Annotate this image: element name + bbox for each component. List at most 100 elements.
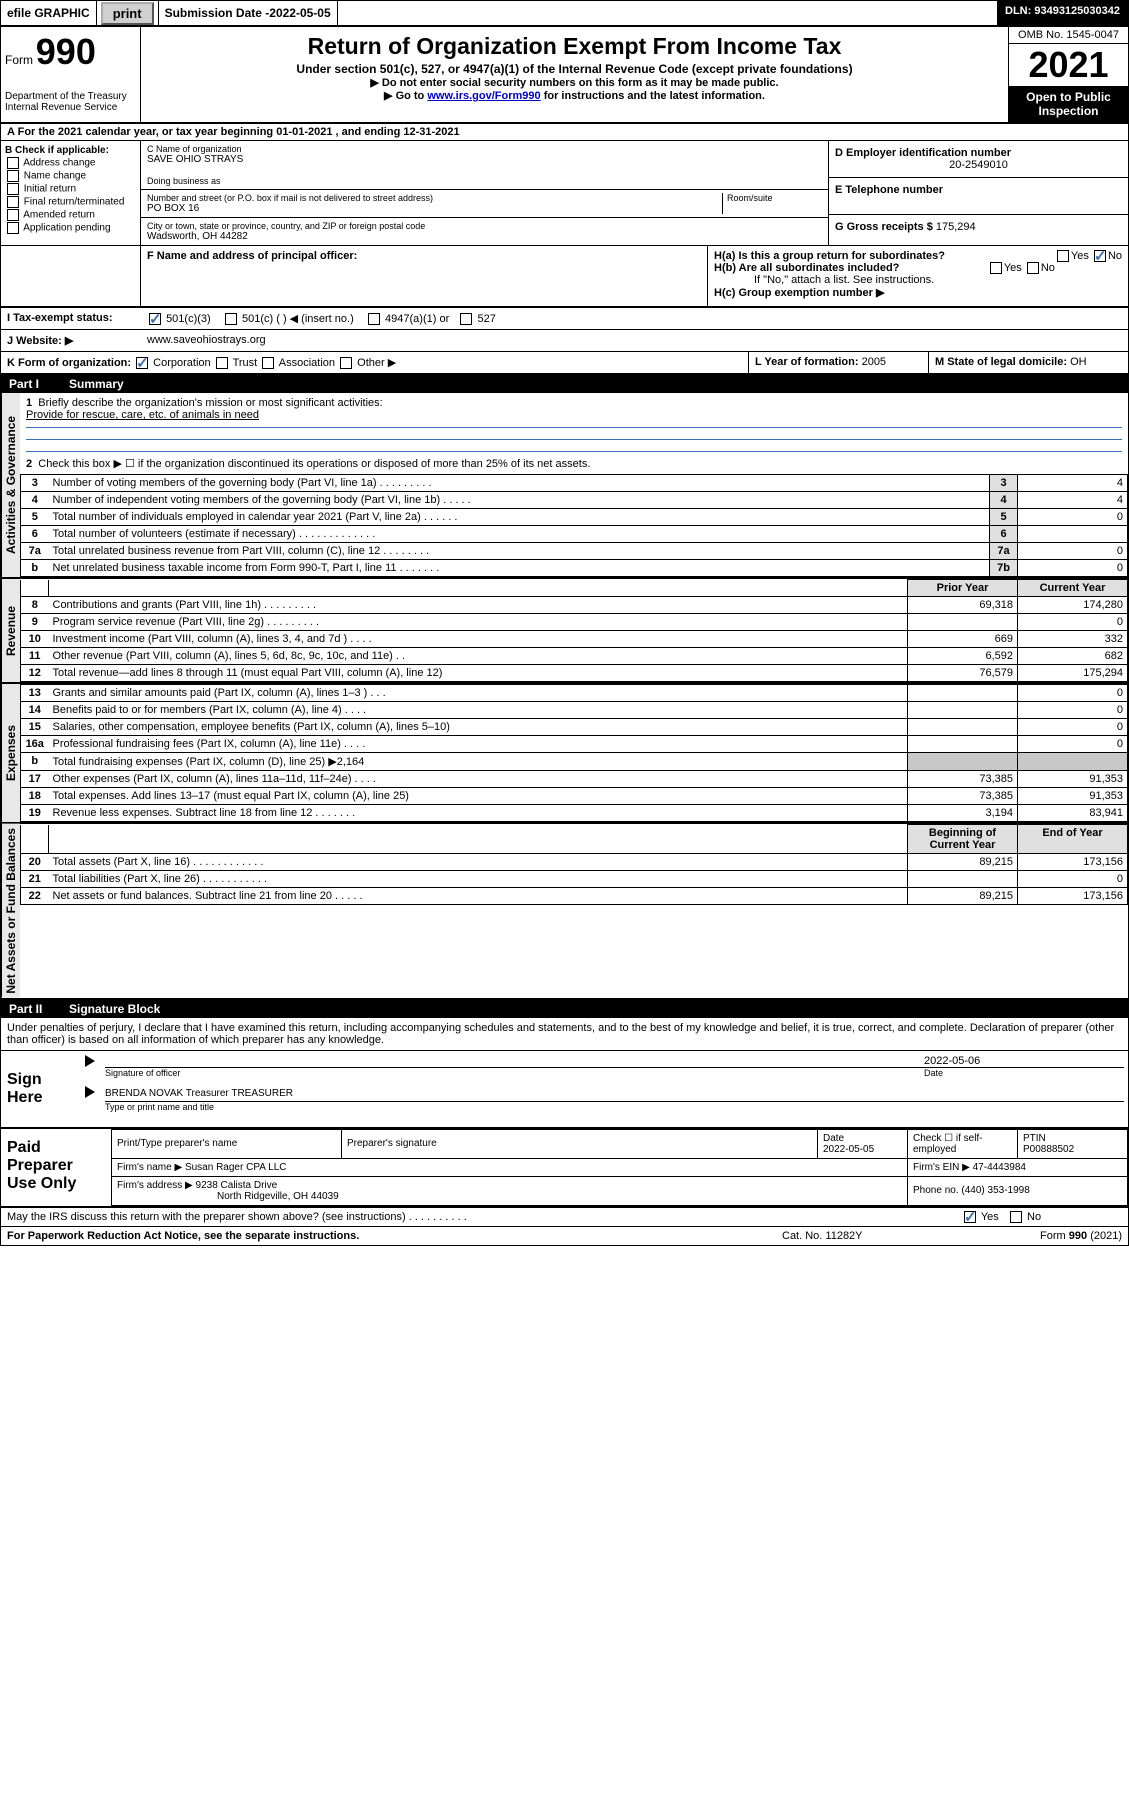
current-val: 174,280 xyxy=(1018,597,1128,614)
sign-here-block: Sign Here 2022-05-06 Signature of office… xyxy=(1,1051,1128,1129)
exp-table: 13 Grants and similar amounts paid (Part… xyxy=(20,684,1128,822)
line-desc: Total revenue—add lines 8 through 11 (mu… xyxy=(49,665,908,682)
line-desc: Total fundraising expenses (Part IX, col… xyxy=(49,753,908,771)
current-val: 0 xyxy=(1018,871,1128,888)
i-527-cb[interactable] xyxy=(460,313,472,325)
gross-receipts: 175,294 xyxy=(936,221,976,233)
part-1-header: Part I Summary xyxy=(1,375,1128,393)
k-trust-cb[interactable] xyxy=(216,357,228,369)
print-button[interactable]: print xyxy=(101,2,154,25)
discuss-no-cb[interactable] xyxy=(1010,1211,1022,1223)
current-val: 0 xyxy=(1018,736,1128,753)
website: www.saveohiostrays.org xyxy=(141,330,1128,351)
i-501c3-cb[interactable] xyxy=(149,313,161,325)
paid-h1: Print/Type preparer's name xyxy=(112,1129,342,1158)
line-box: 5 xyxy=(990,509,1018,526)
officer-name-label: Type or print name and title xyxy=(105,1102,1124,1112)
box-b-option[interactable]: Address change xyxy=(5,157,136,169)
firm-ein-l: Firm's EIN ▶ xyxy=(913,1162,970,1173)
line-desc: Other revenue (Part VIII, column (A), li… xyxy=(49,648,908,665)
line-no: 19 xyxy=(21,805,49,822)
box-b-option[interactable]: Amended return xyxy=(5,209,136,221)
subdate-label: Submission Date - xyxy=(165,6,270,20)
line-a-text: For the 2021 calendar year, or tax year … xyxy=(18,126,460,138)
box-b-option[interactable]: Name change xyxy=(5,170,136,182)
ein-value: 20-2549010 xyxy=(835,159,1122,171)
line-desc: Total unrelated business revenue from Pa… xyxy=(49,543,990,560)
line-no: 21 xyxy=(21,871,49,888)
name-label: C Name of organization xyxy=(147,144,822,154)
firm-name-l: Firm's name ▶ xyxy=(117,1162,182,1173)
form-header: Form 990 Department of the Treasury Inte… xyxy=(1,27,1128,124)
officer-name: BRENDA NOVAK Treasurer TREASURER xyxy=(105,1086,1124,1102)
prior-val: 89,215 xyxy=(908,854,1018,871)
box-g-label: G Gross receipts $ xyxy=(835,221,933,233)
k-corp-cb[interactable] xyxy=(136,357,148,369)
form-word: Form xyxy=(5,53,33,67)
hb-no-cb[interactable] xyxy=(1027,262,1039,274)
line-box: 6 xyxy=(990,526,1018,543)
paid-h3: Date xyxy=(823,1133,844,1144)
hb-yes-cb[interactable] xyxy=(990,262,1002,274)
phone: (440) 353-1998 xyxy=(961,1185,1029,1196)
firm-addr2: North Ridgeville, OH 44039 xyxy=(217,1191,339,1202)
current-val: 0 xyxy=(1018,614,1128,631)
line-no: 11 xyxy=(21,648,49,665)
q1a: Provide for rescue, care, etc. of animal… xyxy=(26,409,259,421)
sig-officer-line xyxy=(105,1055,924,1067)
prior-val: 3,194 xyxy=(908,805,1018,822)
line-val: 4 xyxy=(1018,492,1128,509)
box-d-label: D Employer identification number xyxy=(835,147,1122,159)
box-b-option[interactable]: Application pending xyxy=(5,222,136,234)
irs-link[interactable]: www.irs.gov/Form990 xyxy=(427,90,540,102)
line-val: 4 xyxy=(1018,475,1128,492)
footer-row: For Paperwork Reduction Act Notice, see … xyxy=(1,1227,1128,1245)
prior-val xyxy=(908,702,1018,719)
row-fh: F Name and address of principal officer:… xyxy=(1,246,1128,307)
sidebar-na: Net Assets or Fund Balances xyxy=(1,824,20,998)
ha-no-cb[interactable] xyxy=(1094,250,1106,262)
i-4947-cb[interactable] xyxy=(368,313,380,325)
current-val: 0 xyxy=(1018,702,1128,719)
box-b-option[interactable]: Initial return xyxy=(5,183,136,195)
paid-preparer-label: Paid Preparer Use Only xyxy=(1,1129,111,1206)
k-other-cb[interactable] xyxy=(340,357,352,369)
line-m-label: M State of legal domicile: xyxy=(935,356,1067,368)
sidebar-rev: Revenue xyxy=(1,579,20,682)
ptin: P00888502 xyxy=(1023,1144,1074,1155)
prior-val xyxy=(908,871,1018,888)
sig-officer-label: Signature of officer xyxy=(105,1068,924,1078)
sig-date-label: Date xyxy=(924,1068,1124,1078)
form-title: Return of Organization Exempt From Incom… xyxy=(151,33,998,60)
line-desc: Contributions and grants (Part VIII, lin… xyxy=(49,597,908,614)
line-no: 6 xyxy=(21,526,49,543)
prior-val xyxy=(908,685,1018,702)
i-501c-cb[interactable] xyxy=(225,313,237,325)
paid-h4: Check ☐ if self-employed xyxy=(908,1129,1018,1158)
part1-label: Part I xyxy=(9,377,69,391)
line-val: 0 xyxy=(1018,543,1128,560)
prior-val: 89,215 xyxy=(908,888,1018,905)
entity-grid: B Check if applicable: Address change Na… xyxy=(1,141,1128,246)
current-val: 682 xyxy=(1018,648,1128,665)
prior-val: 69,318 xyxy=(908,597,1018,614)
section-exp: Expenses 13 Grants and similar amounts p… xyxy=(1,684,1128,824)
current-val: 91,353 xyxy=(1018,788,1128,805)
sidebar-ag: Activities & Governance xyxy=(1,393,20,577)
ha-yes-cb[interactable] xyxy=(1057,250,1069,262)
hb-note: If "No," attach a list. See instructions… xyxy=(714,274,1122,286)
box-b-option[interactable]: Final return/terminated xyxy=(5,196,136,208)
discuss-yes-cb[interactable] xyxy=(964,1211,976,1223)
instruction-1: ▶ Do not enter social security numbers o… xyxy=(151,76,998,89)
line-desc: Net unrelated business taxable income fr… xyxy=(49,560,990,577)
org-addr: PO BOX 16 xyxy=(147,203,722,214)
line-desc: Program service revenue (Part VIII, line… xyxy=(49,614,908,631)
header-left: Form 990 Department of the Treasury Inte… xyxy=(1,27,141,122)
line-no: 7a xyxy=(21,543,49,560)
row-klm: K Form of organization: Corporation Trus… xyxy=(1,352,1128,375)
box-e-label: E Telephone number xyxy=(835,184,1122,196)
h-b: H(b) Are all subordinates included? Yes … xyxy=(714,262,1122,274)
k-assoc-cb[interactable] xyxy=(262,357,274,369)
line-no: 20 xyxy=(21,854,49,871)
line-desc: Other expenses (Part IX, column (A), lin… xyxy=(49,771,908,788)
